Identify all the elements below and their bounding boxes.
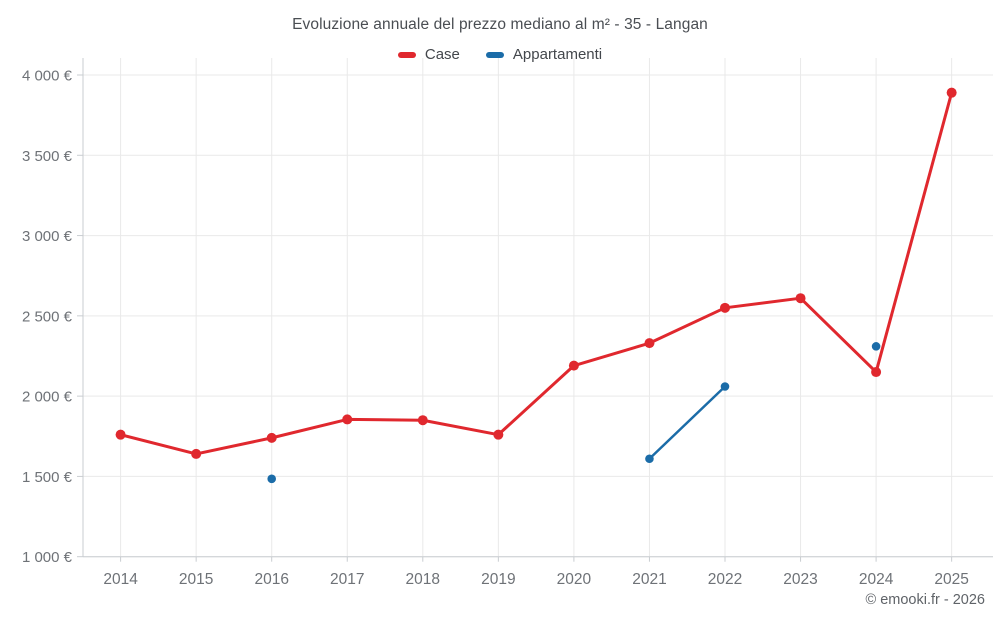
- legend-label-appartamenti: Appartamenti: [512, 46, 603, 63]
- x-axis-tick-label: 2022: [708, 571, 742, 588]
- data-point-appartamenti-2022[interactable]: [720, 382, 730, 391]
- legend-item-appartamenti[interactable]: Appartamenti: [485, 46, 603, 63]
- y-axis-tick-label: 1 500 €: [22, 469, 73, 486]
- chart-legend: Case Appartamenti: [0, 46, 1000, 63]
- x-axis-tick-label: 2021: [632, 571, 666, 588]
- data-point-case-2021[interactable]: [644, 338, 655, 349]
- data-point-case-2025[interactable]: [946, 87, 957, 98]
- data-point-case-2023[interactable]: [795, 293, 806, 304]
- legend-swatch-case-icon: [397, 51, 416, 58]
- x-axis-tick-label: 2025: [934, 571, 968, 588]
- legend-label-case: Case: [424, 46, 460, 63]
- chart-title: Evoluzione annuale del prezzo mediano al…: [292, 16, 708, 33]
- legend-item-case[interactable]: Case: [397, 46, 460, 63]
- x-axis-tick-label: 2018: [406, 571, 440, 588]
- x-axis-tick-label: 2019: [481, 571, 515, 588]
- y-axis-tick-label: 2 000 €: [22, 389, 73, 406]
- data-point-appartamenti-2021[interactable]: [645, 454, 654, 464]
- legend-swatch-appartamenti-icon: [485, 51, 504, 58]
- data-point-case-2018[interactable]: [417, 415, 428, 426]
- x-axis-tick-label: 2023: [783, 571, 817, 588]
- y-axis-tick-label: 3 000 €: [22, 228, 73, 245]
- series-line-appartamenti: [648, 385, 727, 461]
- x-axis-tick-label: 2016: [254, 571, 288, 588]
- data-point-case-2019[interactable]: [493, 429, 504, 440]
- y-axis-tick-label: 2 500 €: [22, 308, 73, 325]
- copyright-watermark: © emooki.fr - 2026: [865, 592, 985, 608]
- data-point-case-2022[interactable]: [720, 302, 730, 313]
- y-axis-tick-label: 3 500 €: [22, 148, 73, 165]
- data-point-case-2017[interactable]: [342, 414, 353, 425]
- data-point-case-2016[interactable]: [266, 432, 277, 443]
- data-point-case-2014[interactable]: [115, 429, 126, 440]
- data-point-appartamenti-2016[interactable]: [267, 474, 277, 484]
- y-axis-tick-label: 4 000 €: [22, 68, 73, 85]
- data-point-case-2024[interactable]: [871, 367, 882, 378]
- data-point-case-2020[interactable]: [568, 360, 579, 371]
- x-axis-tick-label: 2020: [557, 571, 592, 588]
- x-axis-tick-label: 2024: [859, 571, 894, 588]
- x-axis-tick-label: 2017: [330, 571, 364, 588]
- x-axis-tick-label: 2014: [103, 571, 138, 588]
- series-line-case: [119, 91, 954, 456]
- data-point-case-2015[interactable]: [191, 448, 202, 459]
- y-axis-tick-label: 1 000 €: [22, 549, 73, 566]
- x-axis-tick-label: 2015: [179, 571, 213, 588]
- data-point-appartamenti-2024[interactable]: [871, 342, 881, 351]
